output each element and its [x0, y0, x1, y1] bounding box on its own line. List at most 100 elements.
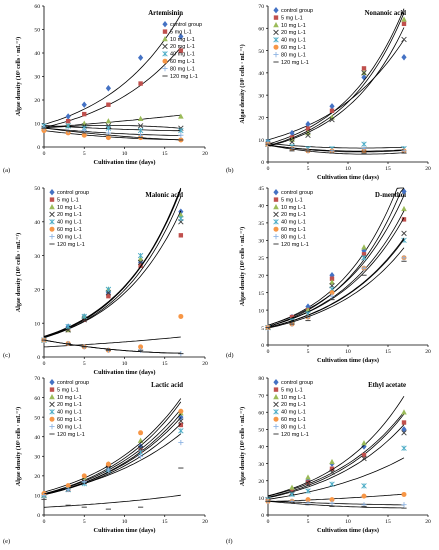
trendline-6 — [267, 237, 405, 328]
legend-marker — [273, 44, 279, 50]
data-point — [81, 120, 88, 126]
data-point — [178, 215, 184, 222]
data-point — [105, 461, 111, 467]
data-point — [305, 497, 311, 503]
data-point — [137, 437, 144, 443]
y-tick-label: 50 — [258, 428, 264, 434]
legend-label: control group — [281, 380, 313, 386]
data-point — [81, 127, 87, 134]
x-tick-label: 5 — [307, 349, 310, 355]
legend-label: control group — [281, 8, 313, 14]
data-point — [178, 439, 184, 446]
data-point — [137, 127, 144, 134]
legend-marker — [49, 204, 55, 210]
x-tick-label: 20 — [202, 151, 208, 157]
data-point — [138, 81, 143, 86]
data-point — [361, 455, 367, 462]
y-tick-label: 5 — [261, 326, 264, 332]
y-tick-label: 50 — [34, 186, 40, 192]
legend-marker — [49, 211, 55, 218]
y-tick-label: 60 — [34, 396, 40, 402]
trendline-4 — [267, 27, 405, 147]
x-tick-label: 10 — [345, 166, 351, 172]
trendline-8 — [267, 144, 405, 155]
y-tick-label: 20 — [34, 98, 40, 104]
y-tick-label: 10 — [34, 321, 40, 327]
legend-label: 40 mg L-1 — [57, 410, 82, 416]
x-tick-label: 15 — [385, 349, 391, 355]
chart-title: Lactic acid — [151, 382, 183, 389]
legend-marker — [273, 37, 279, 43]
legend-marker — [273, 416, 279, 422]
trendline-2 — [267, 8, 405, 145]
legend-label: control group — [57, 380, 89, 386]
data-point — [81, 313, 87, 320]
y-tick-label: 40 — [34, 435, 40, 441]
legend-label: 40 mg L-1 — [57, 220, 82, 226]
data-point — [65, 118, 71, 124]
x-axis-title: Cultivation time (days) — [317, 174, 379, 181]
legend-label: 10 mg L-1 — [57, 205, 82, 211]
x-tick-label: 0 — [267, 166, 270, 172]
y-tick-label: 40 — [258, 204, 264, 210]
y-tick-label: 50 — [34, 415, 40, 421]
legend-label: 40 mg L-1 — [281, 410, 306, 416]
trendline-3 — [267, 187, 405, 327]
x-tick-label: 20 — [425, 166, 431, 172]
y-tick-label: 25 — [258, 256, 264, 262]
legend-marker — [273, 401, 279, 408]
legend-marker — [49, 401, 55, 408]
legend-label: 80 mg L-1 — [281, 424, 306, 430]
y-tick-label: 80 — [258, 376, 264, 382]
y-axis-title: Algae density (10⁵ cells · mL⁻¹) — [239, 407, 246, 486]
data-point — [65, 483, 71, 489]
legend-label: 120 mg L-1 — [281, 242, 309, 248]
data-point — [401, 255, 407, 261]
legend-label: 80 mg L-1 — [281, 234, 306, 240]
data-point — [329, 500, 335, 506]
legend-label: 20 mg L-1 — [281, 30, 306, 36]
trendline-5 — [43, 188, 182, 337]
y-axis-title: Algae density (10⁵ cells · mL⁻¹) — [15, 233, 22, 312]
data-point — [65, 486, 71, 493]
legend-label: 10 mg L-1 — [281, 23, 306, 29]
legend-label: 80 mg L-1 — [57, 424, 82, 430]
data-point — [65, 113, 71, 120]
legend-label: 120 mg L-1 — [57, 432, 85, 438]
legend-marker — [162, 36, 168, 42]
legend-label: 5 mg L-1 — [281, 197, 303, 203]
panel-label: (c) — [3, 352, 10, 359]
legend-label: 120 mg L-1 — [170, 74, 198, 80]
data-point — [82, 111, 87, 117]
data-point — [361, 483, 367, 489]
trendline-4 — [267, 424, 405, 499]
legend-label: 40 mg L-1 — [281, 220, 306, 226]
y-tick-label: 70 — [258, 393, 264, 399]
y-tick-label: 0 — [37, 355, 40, 361]
legend-marker — [273, 424, 279, 430]
data-point — [401, 430, 407, 436]
chart-title: Nonanoic acid — [365, 10, 407, 17]
legend-marker — [49, 189, 55, 196]
x-tick-label: 15 — [162, 151, 168, 157]
legend-label: 5 mg L-1 — [281, 15, 303, 21]
trendline-7 — [267, 144, 405, 152]
data-point — [361, 265, 367, 271]
legend-marker — [49, 379, 55, 386]
chart-panel-4: 0 5 10 15 20 25 30 35 40 45 0 5 10 15 20 Cultivation ti… — [226, 186, 431, 364]
chart-title: Malonic acid — [145, 192, 183, 199]
data-point — [289, 488, 295, 494]
legend-marker — [49, 234, 55, 240]
y-tick-label: 60 — [258, 26, 264, 32]
data-point — [329, 469, 335, 475]
data-point — [138, 453, 144, 459]
data-point — [106, 293, 111, 299]
legend-label: control group — [57, 190, 89, 196]
data-point — [65, 323, 71, 330]
y-tick-label: 20 — [34, 288, 40, 294]
y-tick-label: 35 — [258, 221, 264, 227]
data-point — [137, 252, 144, 259]
data-point — [401, 491, 407, 497]
y-tick-label: 40 — [34, 51, 40, 57]
